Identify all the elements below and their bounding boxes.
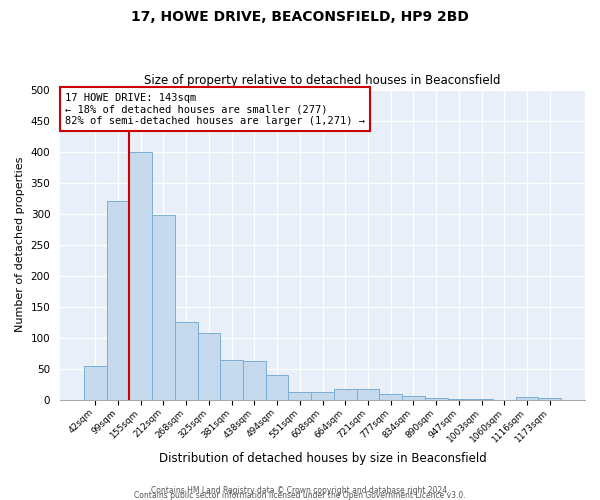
Text: 17, HOWE DRIVE, BEACONSFIELD, HP9 2BD: 17, HOWE DRIVE, BEACONSFIELD, HP9 2BD — [131, 10, 469, 24]
X-axis label: Distribution of detached houses by size in Beaconsfield: Distribution of detached houses by size … — [158, 452, 487, 465]
Bar — [311, 392, 334, 400]
Bar — [402, 396, 425, 400]
Bar — [243, 362, 266, 400]
Bar — [448, 398, 470, 400]
Bar — [379, 394, 402, 400]
Text: Contains HM Land Registry data © Crown copyright and database right 2024.: Contains HM Land Registry data © Crown c… — [151, 486, 449, 495]
Bar — [175, 322, 197, 400]
Title: Size of property relative to detached houses in Beaconsfield: Size of property relative to detached ho… — [144, 74, 501, 87]
Bar — [289, 392, 311, 400]
Bar — [470, 398, 493, 400]
Bar — [538, 398, 561, 400]
Bar — [84, 366, 107, 400]
Bar — [107, 202, 130, 400]
Bar — [197, 333, 220, 400]
Text: 17 HOWE DRIVE: 143sqm
← 18% of detached houses are smaller (277)
82% of semi-det: 17 HOWE DRIVE: 143sqm ← 18% of detached … — [65, 92, 365, 126]
Bar — [425, 398, 448, 400]
Bar — [334, 388, 356, 400]
Y-axis label: Number of detached properties: Number of detached properties — [15, 157, 25, 332]
Bar — [266, 375, 289, 400]
Bar — [130, 152, 152, 400]
Bar — [515, 397, 538, 400]
Bar — [356, 388, 379, 400]
Bar — [220, 360, 243, 400]
Bar — [152, 215, 175, 400]
Text: Contains public sector information licensed under the Open Government Licence v3: Contains public sector information licen… — [134, 491, 466, 500]
